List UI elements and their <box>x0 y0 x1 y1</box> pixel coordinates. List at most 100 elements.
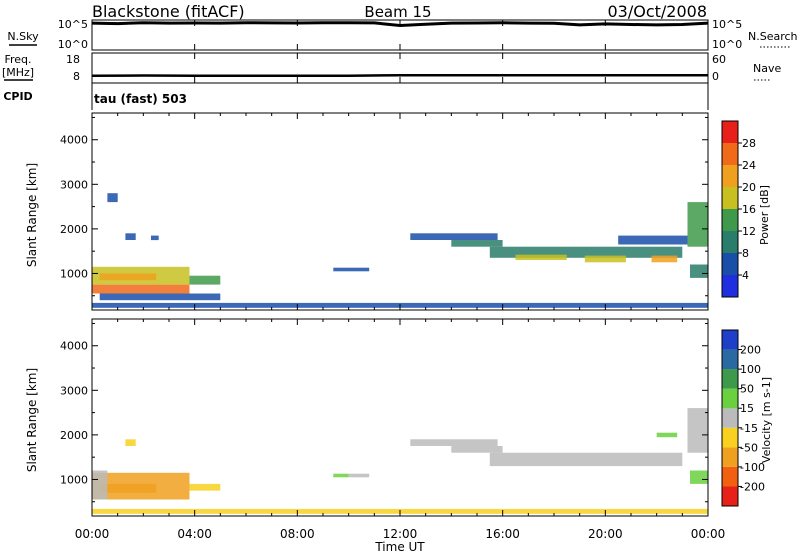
colorbar-tick-label: -15 <box>740 422 758 435</box>
data-cell <box>92 470 108 500</box>
power-colorbar: 4 8 12 16 20 24 28 <box>721 120 756 298</box>
data-cell <box>656 432 678 438</box>
colorbar-tick-label: 16 <box>742 203 756 216</box>
colorbar-swatch <box>722 408 738 428</box>
x-tick-label: 16:00 <box>485 527 520 541</box>
colorbar-swatch <box>722 121 738 143</box>
x-tick-label: 00:00 <box>75 527 110 541</box>
x-tick-label: 08:00 <box>280 527 315 541</box>
x-tick-label: 12:00 <box>383 527 418 541</box>
colorbar-tick-label: 200 <box>740 344 761 357</box>
colorbar-swatch <box>722 253 738 275</box>
colorbar-swatch <box>722 231 738 253</box>
x-tick-label: 20:00 <box>588 527 623 541</box>
data-cell <box>189 483 221 491</box>
nsky-tick-top: 10^5 <box>58 18 88 31</box>
beam-title: Beam 15 <box>364 3 431 21</box>
data-cell <box>189 275 221 285</box>
cpid-text: tau (fast) 503 <box>94 92 187 106</box>
data-cell <box>92 284 190 294</box>
data-cell <box>99 483 157 493</box>
colorbar-tick-label: -50 <box>740 441 758 454</box>
colorbar-tick-label: 12 <box>742 225 756 238</box>
velocity-colorbar-label: Velocity [m s-1] <box>760 377 773 463</box>
freq-label: Freq. <box>4 53 31 66</box>
cpid-label: CPID <box>3 90 32 103</box>
data-cell <box>451 446 503 453</box>
freq-series-line <box>91 73 708 78</box>
velocity-y-axis: 1000 2000 3000 4000 <box>60 322 708 503</box>
colorbar-tick-label: 20 <box>742 181 756 194</box>
data-cell <box>125 439 136 446</box>
data-cell <box>584 255 626 263</box>
nsky-label: N.Sky <box>7 30 39 43</box>
colorbar-swatch <box>722 187 738 209</box>
colorbar-tick-label: -100 <box>740 461 765 474</box>
colorbar-swatch <box>722 369 738 389</box>
freq-unit-label: [MHz] <box>2 66 34 79</box>
power-data-cells <box>92 193 708 308</box>
colorbar-swatch <box>722 427 738 448</box>
velocity-panel: 1000 2000 3000 4000 Slant Range [km] 200 100… <box>25 318 773 517</box>
colorbar-swatch <box>722 165 738 187</box>
colorbar-tick-label: 4 <box>742 269 749 282</box>
data-cell <box>515 254 567 260</box>
y-tick-label: 1000 <box>60 267 88 280</box>
data-cell <box>690 470 708 484</box>
colorbar-tick-label: 15 <box>740 402 754 415</box>
nsearch-tick-top: 10^5 <box>712 18 742 31</box>
colorbar-swatch <box>722 330 738 350</box>
nsearch-tick-bottom: 10^0 <box>712 38 742 51</box>
colorbar-swatch <box>722 349 738 370</box>
colorbar-swatch <box>722 209 738 231</box>
colorbar-tick-label: 8 <box>742 247 749 260</box>
velocity-data-cells <box>92 408 708 514</box>
data-cell <box>99 273 157 281</box>
date-title: 03/Oct/2008 <box>607 2 707 21</box>
data-cell <box>125 233 136 240</box>
colorbar-swatch <box>722 143 738 165</box>
cpid-strip: tau (fast) 503 <box>91 83 709 110</box>
nsearch-label: N.Search <box>748 30 798 43</box>
freq-tick-bottom: 8 <box>73 70 80 83</box>
x-tick-label: 04:00 <box>177 527 212 541</box>
data-cell <box>151 235 159 241</box>
nave-label: Nave <box>753 62 781 75</box>
time-x-axis: 00:00 04:00 08:00 12:00 16:00 20:00 00:00 <box>75 20 726 541</box>
y-tick-label: 1000 <box>60 473 88 486</box>
y-tick-label: 3000 <box>60 178 88 191</box>
data-cell <box>99 293 221 301</box>
y-tick-label: 4000 <box>60 340 88 353</box>
data-cell <box>651 255 678 263</box>
x-tick-label: 00:00 <box>691 527 726 541</box>
data-cell <box>618 235 688 245</box>
nsky-tick-bottom: 10^0 <box>58 38 88 51</box>
colorbar-tick-label: 24 <box>742 159 756 172</box>
data-cell <box>333 473 349 478</box>
nsky-panel: N.Sky 10^5 10^0 10^5 10^0 N.Search <box>7 18 797 51</box>
colorbar-swatch <box>722 275 738 297</box>
data-cell <box>451 240 503 247</box>
data-cell <box>410 439 498 446</box>
nave-tick-bottom: 0 <box>712 70 719 83</box>
colorbar-swatch <box>722 447 738 467</box>
colorbar-swatch <box>722 466 738 487</box>
power-panel: 1000 2000 3000 4000 Slant Range [km] 4 8 12 16… <box>25 112 771 311</box>
data-cell <box>333 267 370 272</box>
colorbar-swatch <box>722 388 738 409</box>
velocity-ylabel: Slant Range [km] <box>25 368 39 472</box>
data-cell <box>410 233 498 240</box>
data-cell <box>690 264 708 278</box>
data-cell <box>687 202 708 247</box>
power-y-axis: 1000 2000 3000 4000 <box>60 116 708 297</box>
x-axis-label: Time UT <box>374 540 425 554</box>
y-tick-label: 2000 <box>60 429 88 442</box>
colorbar-tick-label: 28 <box>742 137 756 150</box>
colorbar-tick-label: -200 <box>740 480 765 493</box>
station-title: Blackstone (fitACF) <box>92 2 245 21</box>
nave-tick-top: 60 <box>712 53 726 66</box>
freq-tick-top: 18 <box>66 53 80 66</box>
y-tick-label: 2000 <box>60 223 88 236</box>
y-tick-label: 3000 <box>60 384 88 397</box>
